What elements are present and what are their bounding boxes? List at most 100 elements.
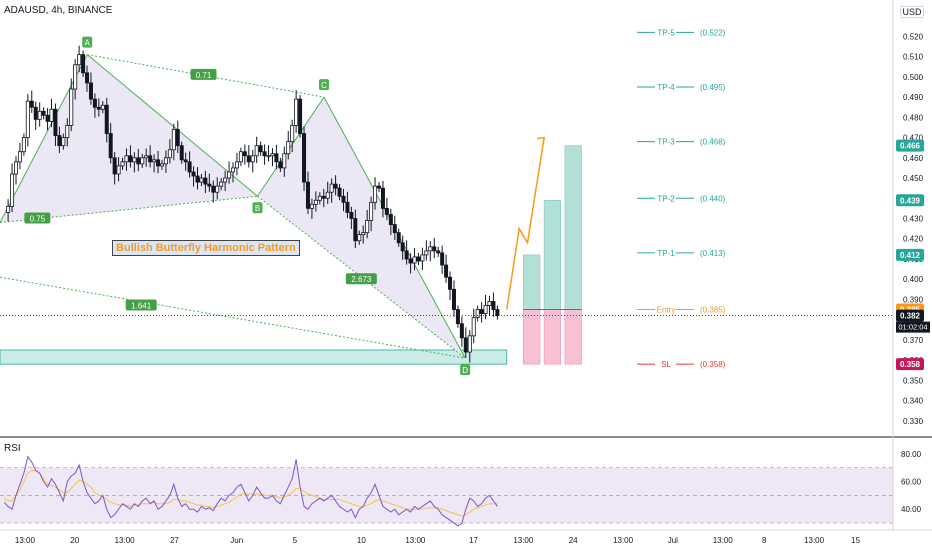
pattern-point-badge — [252, 202, 263, 214]
pattern-ratio: 1.641 — [125, 299, 157, 311]
candle-body — [203, 177, 208, 185]
candle-body — [317, 195, 322, 201]
candle-body — [199, 177, 204, 183]
candle-body — [416, 256, 421, 262]
pattern-point-a: A — [82, 36, 93, 48]
candle-body — [144, 155, 149, 159]
candle-body — [428, 246, 433, 252]
candle-body — [73, 64, 78, 90]
candle-body — [96, 106, 101, 110]
candle-body — [191, 171, 196, 177]
time-tick-label: Jul — [668, 536, 678, 545]
level-name: Entry — [657, 306, 676, 315]
price-badge-label: 0.358 — [900, 360, 921, 369]
candle-body — [242, 151, 247, 157]
candle-body — [270, 153, 275, 157]
candle-body — [250, 155, 255, 163]
time-tick-label: 20 — [70, 536, 79, 545]
price-badge — [896, 194, 924, 207]
candle-body — [6, 205, 11, 213]
rsi-tick-label: 60.00 — [901, 478, 922, 487]
rsi-tick-label: 40.00 — [901, 505, 922, 514]
candle-body — [215, 185, 220, 193]
candle-body — [136, 157, 141, 165]
candle-body — [21, 137, 26, 153]
pattern-point-label: B — [255, 204, 260, 213]
candle-body — [227, 171, 232, 179]
price-badge — [896, 248, 924, 261]
candle-body — [92, 98, 97, 108]
candle-body — [65, 125, 70, 138]
candle-body — [373, 185, 378, 203]
pattern-point-label: A — [85, 39, 91, 48]
candle-body — [81, 54, 86, 74]
candle-body — [333, 183, 338, 189]
currency-label[interactable]: USD — [900, 6, 924, 18]
candle-body — [357, 234, 362, 242]
candle-body — [17, 151, 22, 163]
candle-body — [57, 135, 62, 147]
price-tick-label: 0.390 — [903, 295, 924, 304]
stop-bar — [564, 309, 582, 365]
time-tick-label: 27 — [170, 536, 179, 545]
candle-body — [290, 125, 295, 143]
main-pane[interactable]: TP-5 (0.522) TP-4 (0.495) TP-3 (0.468) TP-2 (0.… — [0, 28, 932, 438]
time-tick-label: 13:00 — [115, 536, 136, 545]
candle-body — [69, 88, 74, 126]
candle-body — [100, 104, 105, 110]
candle-body — [234, 161, 239, 169]
candle-body — [487, 301, 492, 306]
candle-body — [309, 203, 314, 209]
candle-body — [211, 185, 216, 193]
price-badge-label: 0.412 — [900, 251, 921, 260]
time-tick-label: 13:00 — [804, 536, 825, 545]
candle-body — [159, 163, 164, 167]
level-value: (0.385) — [700, 306, 726, 315]
rsi-pane[interactable] — [0, 455, 893, 527]
level-name: TP-5 — [657, 28, 675, 37]
price-tick-label: 0.490 — [903, 93, 924, 102]
candle-body — [313, 199, 318, 205]
candle-body — [463, 337, 468, 353]
candle-body — [231, 167, 236, 173]
candle-body — [61, 137, 66, 147]
time-tick-label: 13:00 — [613, 536, 634, 545]
level-value: (0.495) — [700, 83, 726, 92]
price-tick-label: 0.340 — [903, 397, 924, 406]
candle-body — [246, 155, 251, 163]
candle-body — [152, 159, 157, 163]
level-name: TP-1 — [657, 249, 675, 258]
candle-body — [148, 155, 153, 163]
candle-body — [156, 159, 161, 167]
candle-body — [219, 181, 224, 187]
candle-body — [179, 145, 184, 161]
time-axis[interactable]: 13:00 20 13:00 27 Jun 5 10 13:00 17 13:00 24 13:00 J… — [0, 529, 932, 545]
pattern-ratio-badge — [24, 212, 51, 224]
candle-body — [238, 151, 243, 163]
time-tick-label: 24 — [569, 536, 578, 545]
level-value: (0.468) — [700, 138, 726, 147]
candle-body — [53, 108, 58, 136]
candle-body — [451, 288, 456, 310]
candle-body — [187, 161, 192, 173]
price-tick-label: 0.500 — [903, 73, 924, 82]
candle-body — [286, 141, 291, 155]
candle-body — [266, 155, 271, 158]
candle-body — [77, 54, 82, 66]
candle-body — [384, 207, 389, 215]
candle-body — [29, 100, 34, 108]
rsi-line — [3, 455, 498, 527]
candle-body — [88, 82, 93, 100]
level-value: (0.413) — [700, 249, 726, 258]
candle-body — [396, 232, 401, 244]
price-axis[interactable]: 0.520 0.510 0.500 0.490 0.480 0.470 0.460 0.450… — [892, 0, 930, 530]
candle-body — [167, 149, 172, 159]
candle-body — [45, 114, 50, 122]
candle-body — [412, 256, 417, 264]
candle-body — [298, 98, 303, 134]
candle-body — [195, 175, 200, 183]
candle-body — [432, 246, 437, 252]
price-tick-label: 0.400 — [903, 275, 924, 284]
